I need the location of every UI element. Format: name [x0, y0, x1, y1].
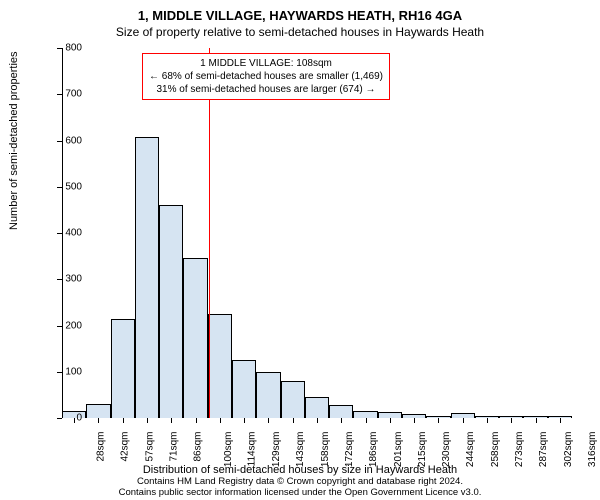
x-tick	[438, 418, 439, 423]
chart-container: 1, MIDDLE VILLAGE, HAYWARDS HEATH, RH16 …	[0, 0, 600, 500]
annotation-line2: ← 68% of semi-detached houses are smalle…	[149, 71, 383, 82]
x-tick-label: 143sqm	[296, 432, 307, 468]
histogram-bar	[86, 404, 110, 418]
x-tick	[536, 418, 537, 423]
x-tick-label: 71sqm	[169, 432, 180, 462]
y-tick-label: 100	[52, 366, 82, 377]
x-tick-label: 114sqm	[246, 432, 257, 467]
y-tick-label: 700	[52, 89, 82, 100]
attribution-line1: Contains HM Land Registry data © Crown c…	[137, 476, 463, 487]
x-tick	[147, 418, 148, 423]
histogram-bar	[183, 258, 207, 418]
x-tick-label: 201sqm	[393, 432, 404, 468]
x-tick-label: 186sqm	[368, 432, 379, 468]
y-tick-label: 0	[52, 413, 82, 424]
x-tick-label: 244sqm	[466, 432, 477, 468]
x-tick	[366, 418, 367, 423]
histogram-bar	[256, 372, 280, 418]
x-tick	[414, 418, 415, 423]
histogram-bar	[208, 314, 232, 418]
x-tick	[171, 418, 172, 423]
x-tick	[487, 418, 488, 423]
x-tick	[196, 418, 197, 423]
x-tick	[98, 418, 99, 423]
y-tick-label: 300	[52, 274, 82, 285]
x-tick	[293, 418, 294, 423]
histogram-bar	[135, 137, 159, 418]
x-tick	[220, 418, 221, 423]
x-tick-label: 86sqm	[193, 432, 204, 462]
x-tick-label: 287sqm	[538, 432, 549, 468]
x-tick-label: 42sqm	[120, 432, 131, 462]
x-tick	[390, 418, 391, 423]
x-tick	[511, 418, 512, 423]
reference-line	[209, 48, 210, 418]
chart-title-main: 1, MIDDLE VILLAGE, HAYWARDS HEATH, RH16 …	[0, 0, 600, 23]
y-tick-label: 800	[52, 43, 82, 54]
x-tick	[123, 418, 124, 423]
x-tick-label: 172sqm	[344, 432, 355, 468]
x-tick-label: 129sqm	[271, 432, 282, 468]
x-tick-label: 158sqm	[320, 432, 331, 468]
histogram-bar	[159, 205, 183, 418]
x-tick-label: 100sqm	[223, 432, 234, 468]
attribution-text: Contains HM Land Registry data © Crown c…	[0, 477, 600, 498]
x-tick-label: 273sqm	[514, 432, 525, 468]
x-tick-label: 258sqm	[490, 432, 501, 468]
y-tick-label: 600	[52, 135, 82, 146]
x-tick-label: 230sqm	[441, 432, 452, 468]
annotation-box: 1 MIDDLE VILLAGE: 108sqm ← 68% of semi-de…	[142, 53, 390, 100]
y-tick-label: 400	[52, 228, 82, 239]
histogram-bar	[329, 405, 353, 418]
histogram-bar	[305, 397, 329, 418]
x-tick-label: 215sqm	[417, 432, 428, 468]
annotation-line3: 31% of semi-detached houses are larger (…	[157, 84, 376, 95]
x-tick	[560, 418, 561, 423]
x-tick	[463, 418, 464, 423]
x-tick	[268, 418, 269, 423]
y-axis-label: Number of semi-detached properties	[8, 51, 20, 230]
attribution-line2: Contains public sector information licen…	[119, 487, 482, 498]
x-tick-label: 28sqm	[96, 432, 107, 462]
histogram-bar	[111, 319, 135, 418]
x-tick	[341, 418, 342, 423]
y-tick-label: 500	[52, 181, 82, 192]
x-tick-label: 302sqm	[563, 432, 574, 468]
y-tick-label: 200	[52, 320, 82, 331]
histogram-bar	[281, 381, 305, 418]
x-tick-label: 57sqm	[144, 432, 155, 462]
x-tick-label: 316sqm	[587, 432, 598, 468]
x-tick	[244, 418, 245, 423]
plot-area: 1 MIDDLE VILLAGE: 108sqm ← 68% of semi-de…	[62, 48, 572, 418]
histogram-bar	[353, 411, 377, 418]
histogram-bar	[232, 360, 256, 418]
annotation-line1: 1 MIDDLE VILLAGE: 108sqm	[200, 58, 332, 69]
chart-title-sub: Size of property relative to semi-detach…	[0, 23, 600, 39]
x-tick	[317, 418, 318, 423]
